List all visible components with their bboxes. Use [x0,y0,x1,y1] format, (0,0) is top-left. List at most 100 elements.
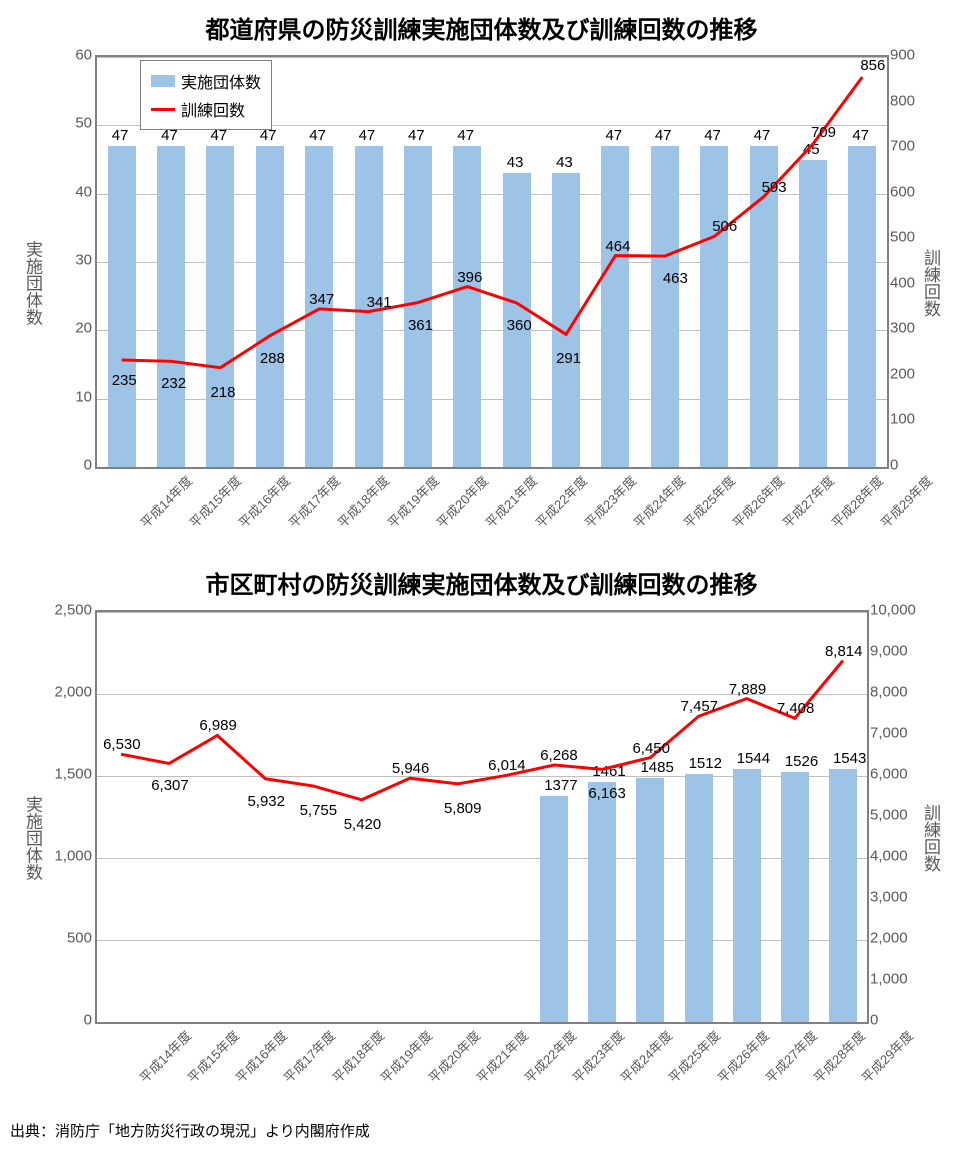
legend: 実施団体数訓練回数 [140,60,272,130]
x-label: 平成17年度 [279,1026,339,1086]
y-left-tick: 50 [75,115,92,132]
line-label: 5,420 [344,816,382,833]
y-right-tick: 900 [890,47,915,64]
y-right-tick: 0 [890,457,898,474]
bar-label: 1544 [737,750,770,767]
bar [848,146,876,467]
bar [256,146,284,467]
y-right-tick: 8,000 [870,684,908,701]
legend-swatch-line-icon [151,108,175,111]
line-label: 7,457 [681,698,719,715]
line-label: 291 [556,350,581,367]
y-right-tick: 1,000 [870,971,908,988]
y-right-tick: 800 [890,92,915,109]
y-left-tick: 40 [75,183,92,200]
line-label: 464 [605,238,630,255]
line-label: 288 [260,350,285,367]
line-label: 709 [811,124,836,141]
municipality-chart: 市区町村の防災訓練実施団体数及び訓練回数の推移 1377 1461 1485 1512… [10,565,953,1110]
y-left-tick: 0 [84,1012,92,1029]
line-label: 235 [112,372,137,389]
bar-label: 1543 [833,750,866,767]
bar-label: 1512 [689,755,722,772]
line-label: 5,932 [247,793,285,810]
prefecture-chart: 都道府県の防災訓練実施団体数及び訓練回数の推移 4747474747474747… [10,10,953,555]
bar-label: 1526 [785,753,818,770]
line-label: 593 [762,179,787,196]
line-label: 506 [712,218,737,235]
bar-label: 47 [754,127,771,144]
x-label: 平成18年度 [333,471,393,531]
y-left-tick: 0 [84,457,92,474]
y-right-tick: 400 [890,274,915,291]
x-label: 平成23年度 [580,471,640,531]
bar [829,769,857,1022]
bar [157,146,185,467]
x-label: 平成19年度 [382,471,442,531]
line-label: 341 [367,294,392,311]
source-note: 出典：消防庁「地方防災行政の現況」より内閣府作成 [10,1120,953,1141]
legend-item-bars: 実施団体数 [151,67,261,95]
line-label: 6,989 [199,717,237,734]
line-label: 463 [663,270,688,287]
y-left-tick: 10 [75,388,92,405]
line-label: 232 [161,375,186,392]
bar-label: 47 [359,127,376,144]
x-label: 平成26年度 [712,1026,772,1086]
y-left-tick: 1,500 [54,766,92,783]
bar-label: 45 [803,141,820,158]
bar [453,146,481,467]
bar-label: 1377 [544,777,577,794]
y-left-tick: 1,000 [54,848,92,865]
bar [108,146,136,467]
y-left-label: 実施団体数 [20,795,45,880]
line-label: 5,755 [300,802,338,819]
line-label: 6,163 [588,785,626,802]
x-label: 平成17年度 [283,471,343,531]
bar [799,160,827,468]
bar-label: 47 [704,127,721,144]
line-label: 347 [309,291,334,308]
x-label: 平成14年度 [135,471,195,531]
x-label: 平成16年度 [234,471,294,531]
line-label: 5,809 [444,800,482,817]
bar [733,769,761,1022]
y-right-tick: 200 [890,365,915,382]
bar-label: 47 [309,127,326,144]
bar-label: 47 [852,127,869,144]
y-right-tick: 2,000 [870,930,908,947]
x-label: 平成28年度 [826,471,886,531]
line-label: 7,408 [777,700,815,717]
bar-label: 1461 [592,763,625,780]
x-label: 平成29年度 [876,471,936,531]
bar-label: 47 [408,127,425,144]
x-label: 平成15年度 [185,471,245,531]
bar [206,146,234,467]
x-label: 平成22年度 [530,471,590,531]
line-label: 8,814 [825,643,863,660]
bar [552,173,580,467]
y-right-tick: 3,000 [870,889,908,906]
bar-label: 47 [112,127,129,144]
y-left-tick: 30 [75,252,92,269]
line-label: 6,450 [632,740,670,757]
chart2-title: 市区町村の防災訓練実施団体数及び訓練回数の推移 [10,565,953,600]
x-label: 平成27年度 [777,471,837,531]
legend-item-line: 訓練回数 [151,95,261,123]
line-label: 6,307 [151,777,189,794]
line-label: 856 [860,57,885,74]
y-right-tick: 600 [890,183,915,200]
x-label: 平成20年度 [431,471,491,531]
plot-area: 13771461148515121544152615436,5306,3076,… [95,610,869,1024]
bar-label: 47 [605,127,622,144]
bar [685,774,713,1022]
y-left-tick: 60 [75,47,92,64]
line-label: 5,946 [392,760,430,777]
bar-label: 1485 [640,759,673,776]
y-right-tick: 100 [890,411,915,428]
line-label: 7,889 [729,681,767,698]
line-label: 218 [210,384,235,401]
y-left-tick: 500 [67,930,92,947]
bar-label: 47 [457,127,474,144]
bar-label: 43 [556,154,573,171]
